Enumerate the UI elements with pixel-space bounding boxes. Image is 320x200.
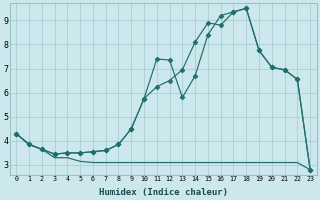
X-axis label: Humidex (Indice chaleur): Humidex (Indice chaleur) [99,188,228,197]
